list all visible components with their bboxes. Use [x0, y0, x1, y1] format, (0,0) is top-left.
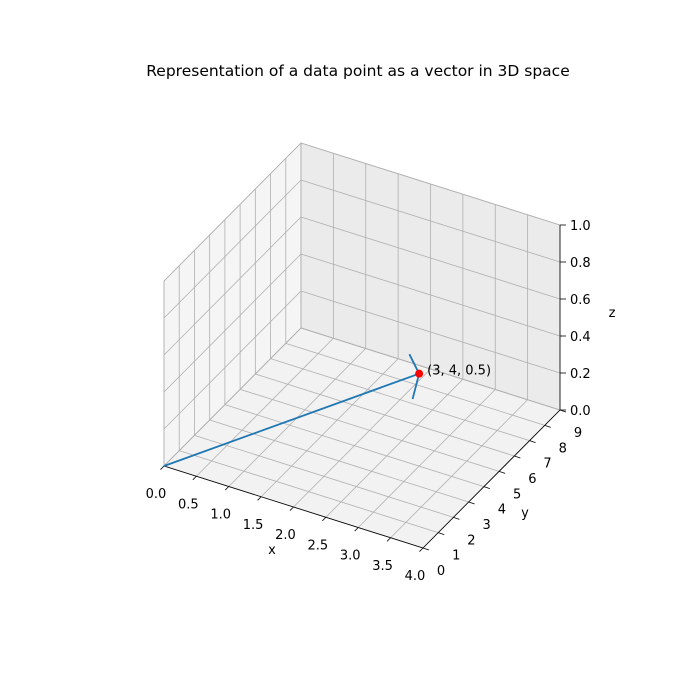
gridline-y-floor: [194, 434, 454, 518]
x-tick-mark: [160, 465, 165, 470]
y-tick-mark: [422, 547, 430, 551]
gridline-z-left: [163, 216, 302, 356]
gridline-x-floor: [357, 389, 496, 528]
y-tick-label: 2: [467, 533, 475, 548]
data-point-marker: [415, 369, 424, 378]
x-tick-label: 3.5: [372, 559, 393, 574]
z-tick-label: 0.6: [570, 293, 591, 308]
y-tick-mark: [483, 486, 491, 490]
y-tick-mark: [544, 424, 551, 428]
y-tick-label: 7: [543, 457, 551, 472]
x-tick-mark: [224, 486, 230, 491]
gridline-z-back: [300, 253, 561, 337]
chart-axes: [160, 224, 567, 552]
gridline-y-floor: [255, 373, 515, 457]
x-tick-label: 2.5: [308, 538, 329, 553]
chart-title: Representation of a data point as a vect…: [146, 62, 570, 80]
chart-panes: [163, 142, 561, 549]
gridline-z-left: [163, 179, 302, 319]
x-tick-label: 0.0: [146, 487, 167, 502]
z-tick-label: 0.2: [570, 367, 591, 382]
y-tick-label: 5: [513, 487, 521, 502]
y-tick-label: 1: [452, 549, 460, 564]
z-tick-label: 0.4: [570, 330, 591, 345]
y-tick-label: 9: [574, 426, 582, 441]
gridline-y-floor: [285, 342, 545, 426]
chart-marks: (3, 4, 0.5): [163, 353, 491, 467]
gridline-z-left: [163, 327, 302, 467]
x-axis-label: x: [268, 543, 276, 558]
data-point-label: (3, 4, 0.5): [427, 364, 491, 379]
chart-gridlines: [163, 142, 561, 549]
gridline-y-floor: [239, 388, 500, 472]
x-tick-label: 1.5: [243, 518, 264, 533]
y-tick-mark: [514, 455, 521, 459]
x-tick-label: 0.5: [178, 497, 199, 512]
x-tick-label: 2.0: [275, 528, 296, 543]
z-axis-label: z: [609, 306, 616, 321]
z-tick-label: 0.0: [570, 404, 591, 419]
z-tick-label: 0.8: [570, 256, 591, 271]
gridline-y-floor: [270, 358, 530, 442]
gridline-x-floor: [390, 399, 528, 539]
x-tick-mark: [354, 527, 359, 532]
gridline-z-back: [300, 142, 561, 226]
vector-line: [163, 372, 420, 467]
x-tick-label: 4.0: [405, 569, 426, 584]
gridline-x-floor: [260, 358, 399, 498]
z-tick-label: 1.0: [570, 219, 591, 234]
gridline-z-left: [163, 253, 302, 393]
gridline-x-floor: [196, 337, 334, 477]
y-tick-mark: [529, 440, 536, 444]
y-axis-line: [422, 409, 561, 549]
y-tick-mark: [438, 532, 445, 536]
x-tick-mark: [192, 475, 197, 481]
x-tick-mark: [386, 537, 391, 542]
gridline-z-left: [163, 142, 302, 282]
y-tick-label: 0: [437, 564, 445, 579]
x-tick-mark: [289, 506, 294, 511]
gridline-z-left: [163, 290, 302, 430]
gridline-z-back: [300, 179, 561, 263]
gridline-y-floor: [179, 450, 439, 534]
x-tick-mark: [419, 547, 424, 552]
y-tick-label: 6: [528, 472, 536, 487]
y-tick-mark: [498, 470, 506, 474]
gridline-x-floor: [293, 368, 431, 508]
vector-arrowhead: [411, 373, 421, 400]
x-tick-label: 3.0: [340, 549, 361, 564]
gridline-z-back: [300, 290, 561, 374]
y-axis-label: y: [521, 506, 529, 521]
y-tick-mark: [453, 516, 460, 520]
y-tick-label: 8: [559, 441, 567, 456]
gridline-x-floor: [325, 378, 464, 518]
y-tick-label: 4: [498, 503, 506, 518]
x-tick-mark: [322, 516, 327, 522]
gridline-y-floor: [224, 404, 485, 488]
y-tick-label: 3: [483, 518, 491, 533]
x-tick-mark: [257, 496, 262, 501]
gridline-z-back: [300, 216, 561, 300]
x-tick-label: 1.0: [210, 508, 231, 523]
gridline-z-back: [300, 327, 561, 411]
y-tick-mark: [468, 501, 475, 505]
